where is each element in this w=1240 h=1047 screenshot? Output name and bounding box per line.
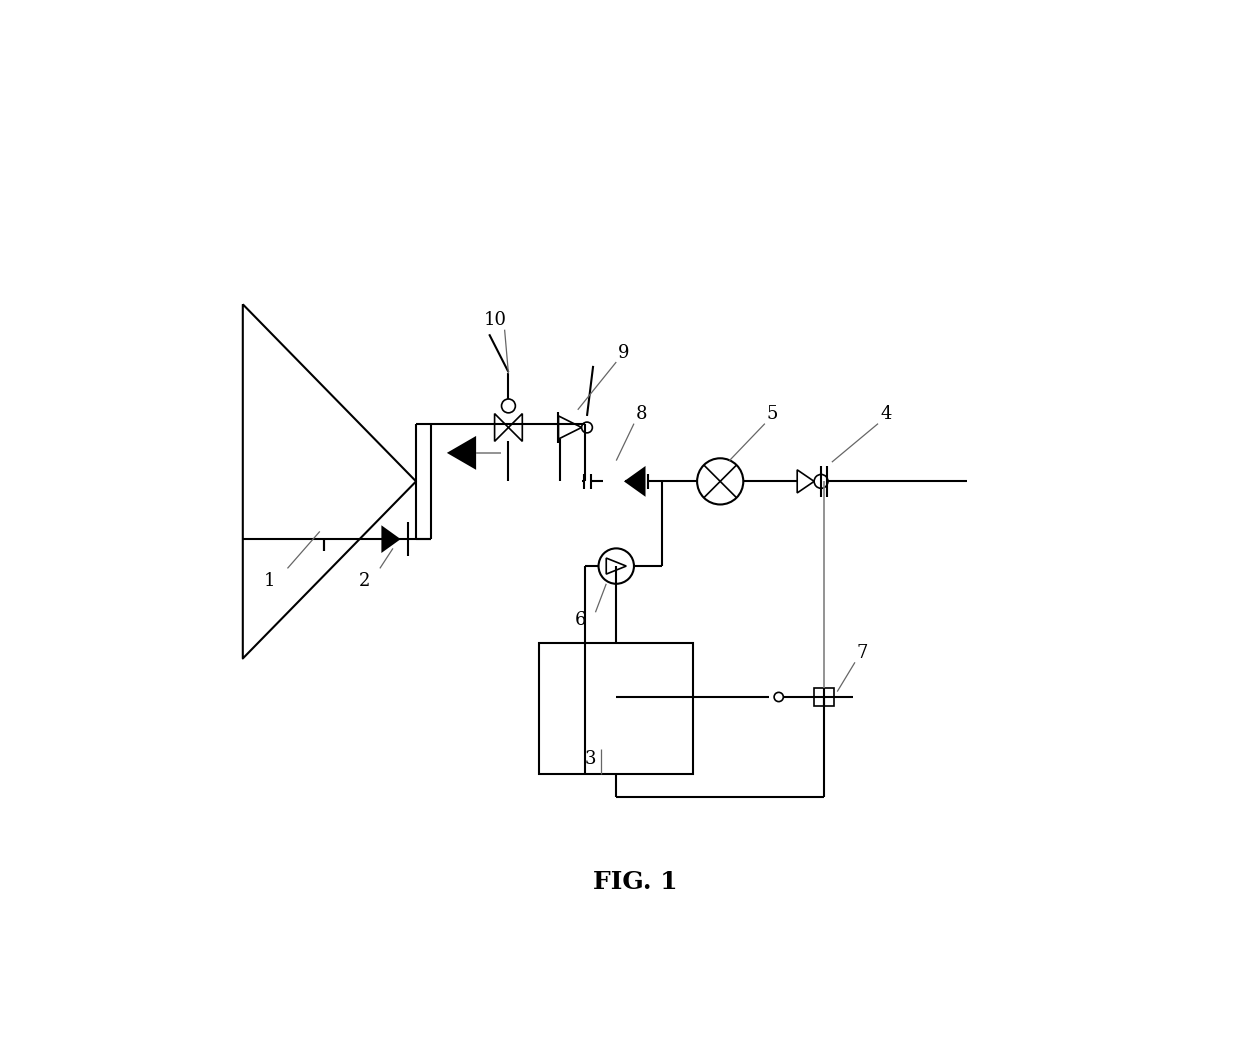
Text: 10: 10 [484, 311, 507, 329]
Text: 1: 1 [264, 573, 275, 591]
Text: 5: 5 [766, 405, 779, 423]
Text: 4: 4 [880, 405, 892, 423]
Text: 6: 6 [574, 611, 585, 629]
Text: 7: 7 [857, 644, 868, 662]
Polygon shape [446, 436, 476, 470]
Text: 8: 8 [636, 405, 647, 423]
Text: 2: 2 [358, 573, 371, 591]
Text: 3: 3 [585, 750, 596, 767]
Text: FIG. 1: FIG. 1 [593, 870, 678, 894]
Bar [539, 643, 693, 774]
Polygon shape [624, 466, 646, 496]
Text: 9: 9 [619, 343, 630, 362]
Bar [815, 688, 835, 707]
Polygon shape [382, 526, 401, 553]
